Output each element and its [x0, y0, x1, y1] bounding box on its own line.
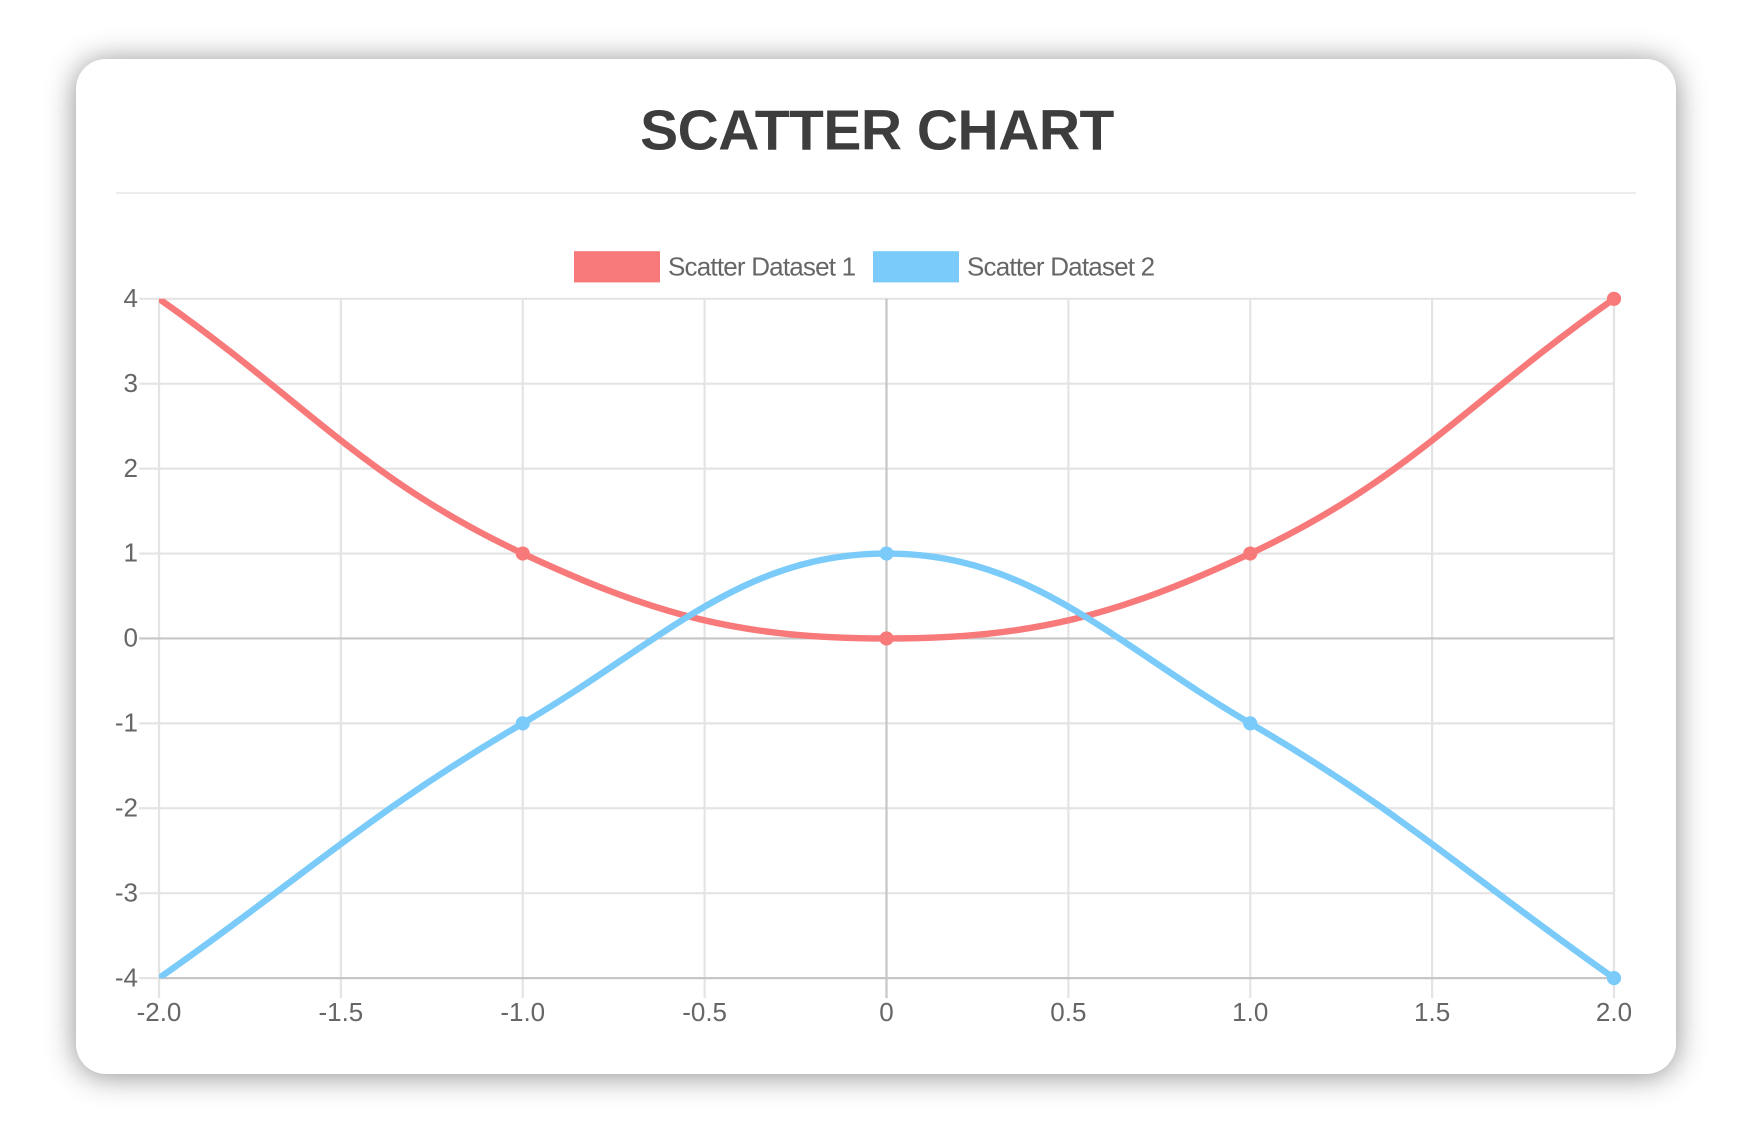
svg-text:1: 1 — [124, 538, 138, 568]
svg-text:-0.5: -0.5 — [682, 997, 727, 1027]
svg-text:2.0: 2.0 — [1596, 997, 1632, 1027]
svg-text:1.0: 1.0 — [1232, 997, 1268, 1027]
svg-text:2: 2 — [124, 453, 138, 483]
svg-text:0: 0 — [124, 623, 138, 653]
svg-text:-1: -1 — [115, 708, 138, 738]
svg-text:1.5: 1.5 — [1414, 997, 1450, 1027]
svg-text:-1.5: -1.5 — [318, 997, 363, 1027]
svg-text:-2: -2 — [115, 793, 138, 823]
svg-text:0: 0 — [879, 997, 893, 1027]
svg-text:-3: -3 — [115, 877, 138, 907]
svg-text:3: 3 — [124, 368, 138, 398]
svg-text:Scatter Dataset 1: Scatter Dataset 1 — [668, 251, 856, 281]
svg-text:-2.0: -2.0 — [137, 997, 182, 1027]
svg-text:-4: -4 — [115, 962, 138, 992]
svg-text:Scatter Dataset 2: Scatter Dataset 2 — [967, 251, 1155, 281]
svg-text:0.5: 0.5 — [1050, 997, 1086, 1027]
svg-text:SCATTER CHART: SCATTER CHART — [640, 99, 1114, 163]
svg-text:-1.0: -1.0 — [500, 997, 545, 1027]
svg-text:4: 4 — [124, 283, 138, 313]
